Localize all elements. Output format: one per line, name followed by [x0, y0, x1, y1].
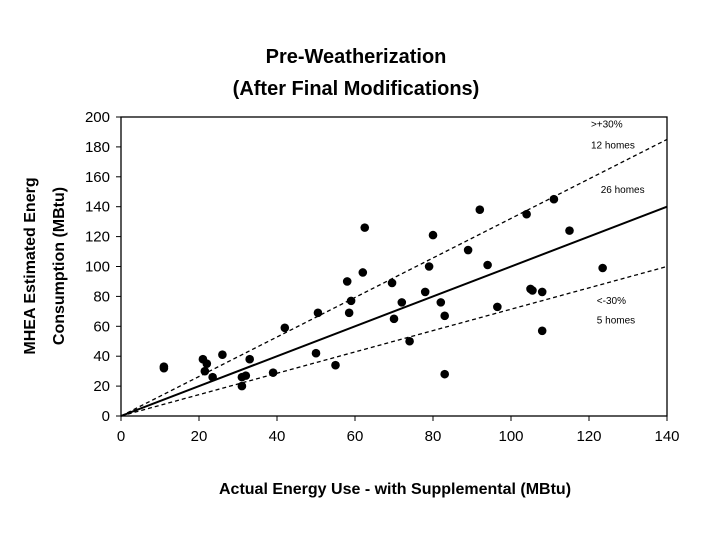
- x-tick-label: 60: [347, 428, 364, 445]
- y-tick-label: 20: [93, 378, 110, 395]
- data-point: [280, 323, 290, 333]
- annotation-minus-count: 5 homes: [597, 315, 635, 326]
- y-axis-title-line-2: Consumption (MBtu): [51, 187, 68, 345]
- data-point: [440, 311, 450, 321]
- y-tick-label: 100: [85, 259, 110, 276]
- data-point: [436, 298, 446, 307]
- data-point: [493, 302, 502, 312]
- annotations: >+30% 12 homes 26 homes <-30% 5 homes: [591, 119, 645, 326]
- data-point: [424, 262, 434, 271]
- x-tick-label: 120: [576, 428, 601, 445]
- y-tick-label: 200: [85, 109, 110, 126]
- data-point: [202, 359, 212, 368]
- data-point: [342, 277, 352, 286]
- y-tick-label: 140: [85, 199, 110, 216]
- data-point: [428, 230, 438, 240]
- annotation-minus-label: <-30%: [597, 296, 626, 307]
- chart-title-line-2: (After Final Modifications): [233, 78, 480, 100]
- reference-line-minus-30: [120, 265, 668, 417]
- data-point: [311, 348, 321, 358]
- data-point: [389, 314, 399, 324]
- x-tick-label: 140: [654, 428, 679, 445]
- data-point: [405, 336, 414, 346]
- data-point: [159, 363, 169, 373]
- data-point: [358, 268, 368, 277]
- annotation-plus-count: 12 homes: [591, 140, 635, 151]
- data-point: [331, 360, 340, 370]
- y-tick-label: 60: [93, 318, 110, 335]
- data-point: [387, 278, 397, 288]
- data-point: [522, 209, 531, 219]
- data-point: [218, 350, 227, 360]
- data-point: [397, 298, 407, 307]
- y-axis-title-line-1: MHEA Estimated Energ: [22, 177, 39, 354]
- y-axis-ticks: 0 20 40 60 80 100 120 140 160 180 200: [85, 109, 121, 425]
- data-point: [360, 223, 370, 232]
- x-axis-title: Actual Energy Use - with Supplemental (M…: [219, 481, 571, 498]
- x-tick-label: 40: [269, 428, 286, 445]
- data-point: [537, 326, 547, 336]
- y-tick-label: 180: [85, 139, 110, 156]
- y-tick-label: 160: [85, 169, 110, 186]
- data-point: [346, 296, 356, 306]
- data-point: [528, 286, 537, 295]
- y-tick-label: 40: [93, 348, 110, 365]
- data-point: [598, 263, 607, 273]
- data-point: [200, 366, 210, 376]
- data-points: [159, 194, 607, 391]
- data-point: [549, 194, 559, 204]
- data-point: [237, 381, 247, 391]
- annotation-mid-count: 26 homes: [601, 185, 645, 196]
- data-point: [463, 245, 473, 255]
- data-point: [440, 369, 450, 379]
- data-point: [565, 226, 574, 235]
- x-tick-label: 0: [117, 428, 125, 445]
- y-tick-label: 80: [93, 288, 110, 305]
- chart-title-line-1: Pre-Weatherization: [266, 46, 447, 68]
- x-tick-label: 80: [425, 428, 442, 445]
- data-point: [241, 371, 251, 380]
- data-point: [475, 205, 485, 214]
- data-point: [268, 368, 278, 377]
- annotation-plus-label: >+30%: [591, 119, 623, 130]
- reference-line-equal: [120, 205, 668, 417]
- data-point: [245, 354, 254, 364]
- y-tick-label: 120: [85, 229, 110, 246]
- x-axis-ticks: 0 20 40 60 80 100 120 140: [117, 416, 680, 445]
- x-tick-label: 20: [191, 428, 208, 445]
- data-point: [313, 308, 323, 318]
- data-point: [208, 372, 217, 382]
- data-point: [420, 287, 430, 297]
- data-point: [344, 308, 354, 318]
- data-point: [483, 260, 492, 270]
- x-tick-label: 100: [498, 428, 523, 445]
- y-tick-label: 0: [102, 408, 110, 425]
- data-point: [537, 287, 547, 297]
